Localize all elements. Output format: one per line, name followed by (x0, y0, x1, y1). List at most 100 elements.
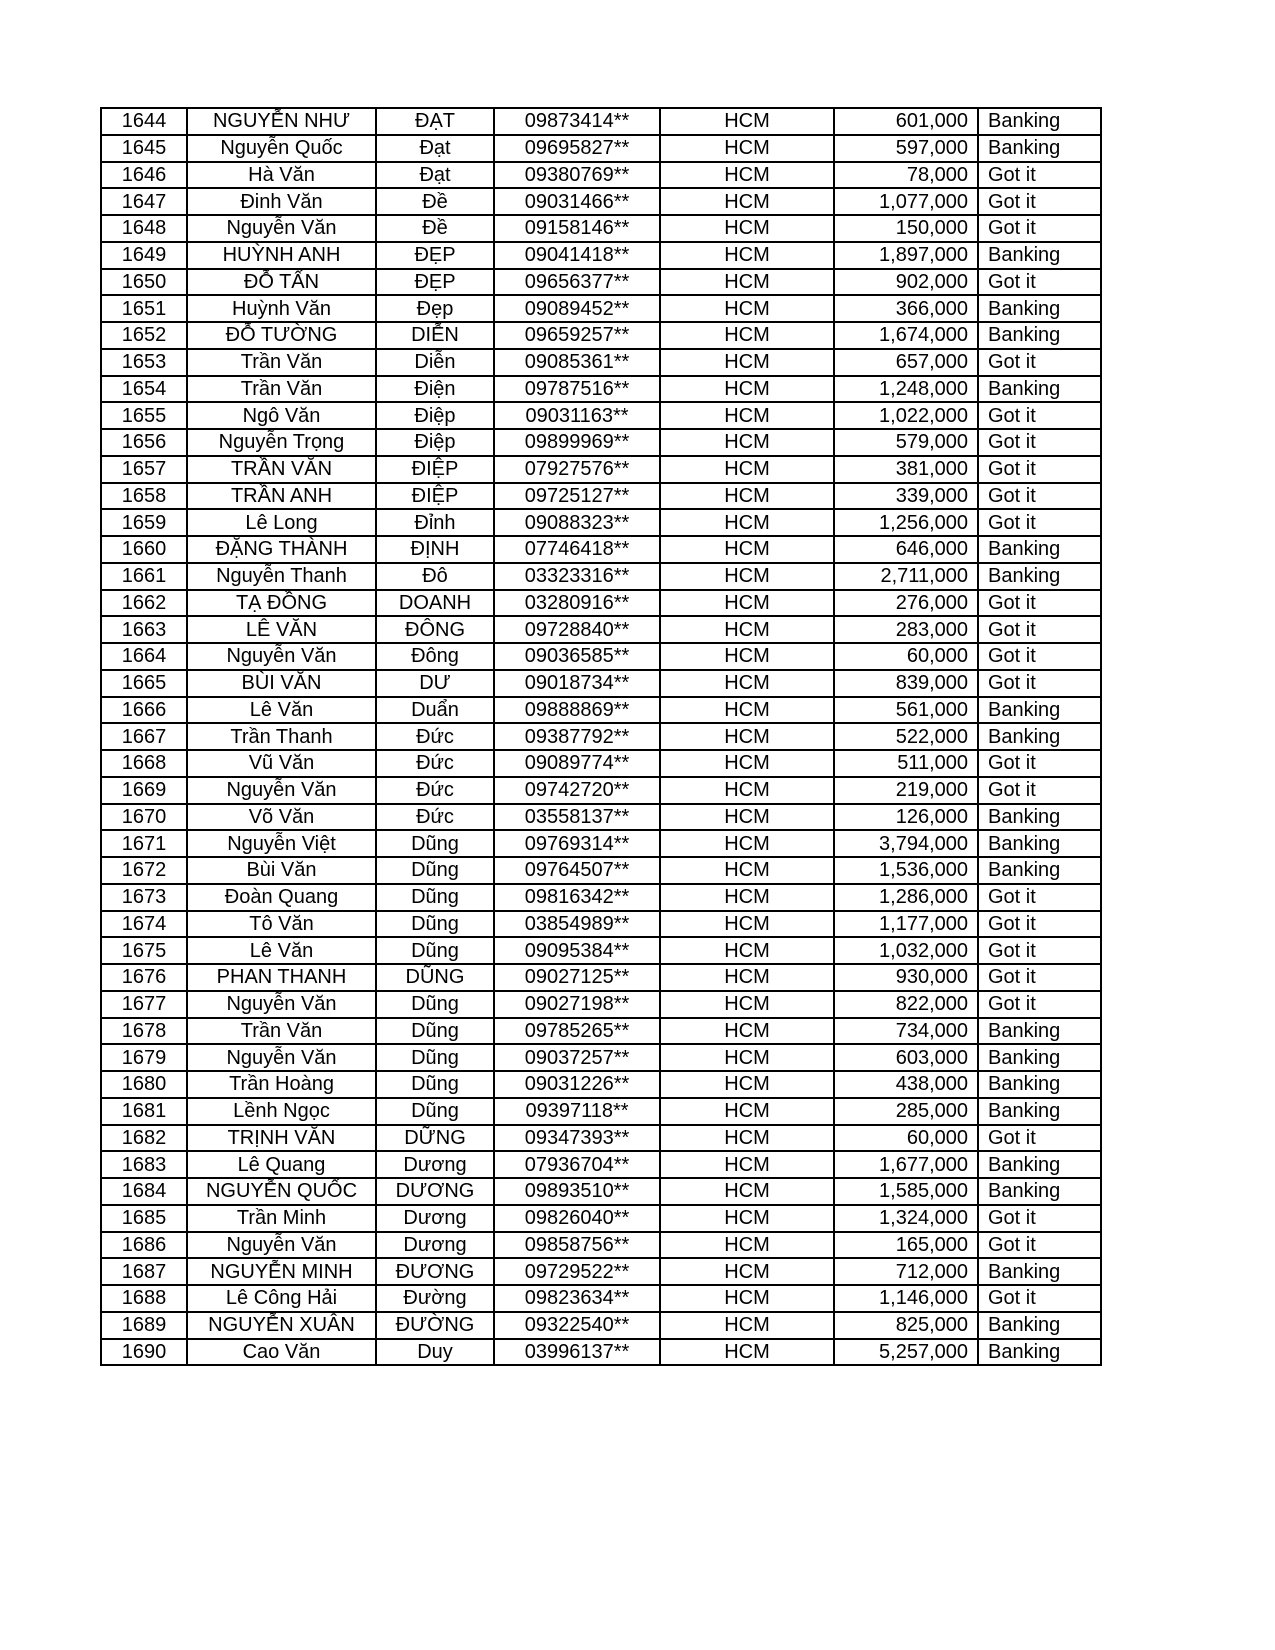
surname-middle-name-cell: Trần Văn (186, 374, 377, 404)
table-row: 1664 Nguyễn Văn Đông 09036585** HCM 60,000 Got… (100, 642, 1102, 671)
region-cell: HCM (659, 615, 835, 644)
table-row: 1687 NGUYỄN MINH ĐƯƠNG 09729522** HCM 712,000… (100, 1257, 1102, 1286)
surname-middle-name-cell: Huỳnh Văn (186, 294, 377, 323)
region-cell: HCM (659, 1016, 835, 1046)
amount-cell: 579,000 (833, 428, 979, 457)
surname-middle-name-cell: Lê Văn (186, 695, 377, 725)
given-name-cell: DŨNG (375, 963, 495, 992)
region-cell: HCM (659, 428, 835, 457)
given-name-cell: ĐỊNH (375, 535, 495, 564)
table-row: 1682 TRỊNH VĂN DỮNG 09347393** HCM 60,000 Got … (100, 1123, 1102, 1153)
region-cell: HCM (659, 749, 835, 778)
table-row: 1657 TRẦN VĂN ĐIỆP 07927576** HCM 381,000 Got … (100, 454, 1102, 484)
surname-middle-name-cell: Nguyễn Văn (186, 214, 377, 243)
row-number-cell: 1649 (100, 240, 188, 270)
amount-cell: 822,000 (833, 989, 979, 1019)
surname-middle-name-cell: TẠ ĐỒNG (186, 588, 377, 618)
payment-method-cell: Got it (977, 749, 1102, 778)
surname-middle-name-cell: Trần Minh (186, 1203, 377, 1233)
amount-cell: 734,000 (833, 1016, 979, 1046)
region-cell: HCM (659, 107, 835, 136)
amount-cell: 1,585,000 (833, 1177, 979, 1206)
payment-method-cell: Got it (977, 668, 1102, 698)
row-number-cell: 1646 (100, 160, 188, 190)
row-number-cell: 1654 (100, 374, 188, 404)
payment-method-cell: Got it (977, 588, 1102, 618)
amount-cell: 825,000 (833, 1310, 979, 1340)
row-number-cell: 1686 (100, 1230, 188, 1260)
given-name-cell: Đỉnh (375, 508, 495, 537)
amount-cell: 603,000 (833, 1043, 979, 1072)
row-number-cell: 1661 (100, 561, 188, 591)
row-number-cell: 1665 (100, 668, 188, 698)
region-cell: HCM (659, 909, 835, 939)
given-name-cell: Dũng (375, 909, 495, 939)
surname-middle-name-cell: Nguyễn Quốc (186, 133, 377, 163)
table-row: 1673 Đoàn Quang Dũng 09816342** HCM 1,286,000… (100, 882, 1102, 912)
given-name-cell: ĐẸP (375, 240, 495, 270)
payment-method-cell: Got it (977, 347, 1102, 377)
region-cell: HCM (659, 642, 835, 671)
row-number-cell: 1663 (100, 615, 188, 644)
surname-middle-name-cell: Trần Văn (186, 347, 377, 377)
given-name-cell: Dương (375, 1203, 495, 1233)
row-number-cell: 1677 (100, 989, 188, 1019)
table-row: 1647 Đinh Văn Đề 09031466** HCM 1,077,000 Got … (100, 187, 1102, 216)
table-row: 1660 ĐẶNG THÀNH ĐỊNH 07746418** HCM 646,000 Ba… (100, 535, 1102, 564)
surname-middle-name-cell: ĐỖ TẤN (186, 267, 377, 297)
payment-method-cell: Banking (977, 1310, 1102, 1340)
table-row: 1644 NGUYỄN NHƯ ĐẠT 09873414** HCM 601,000 Ban… (100, 107, 1102, 136)
phone-number-cell: 07927576** (493, 454, 661, 484)
payment-method-cell: Got it (977, 187, 1102, 216)
phone-number-cell: 09742720** (493, 775, 661, 805)
phone-number-cell: 09873414** (493, 107, 661, 136)
phone-number-cell: 09787516** (493, 374, 661, 404)
table-row: 1678 Trần Văn Dũng 09785265** HCM 734,000 Bank… (100, 1016, 1102, 1046)
given-name-cell: Đức (375, 722, 495, 751)
given-name-cell: Duẩn (375, 695, 495, 725)
row-number-cell: 1679 (100, 1043, 188, 1072)
surname-middle-name-cell: TRẦN ANH (186, 481, 377, 511)
row-number-cell: 1666 (100, 695, 188, 725)
surname-middle-name-cell: Lê Văn (186, 936, 377, 965)
row-number-cell: 1669 (100, 775, 188, 805)
phone-number-cell: 09031466** (493, 187, 661, 216)
amount-cell: 511,000 (833, 749, 979, 778)
region-cell: HCM (659, 856, 835, 885)
table-row: 1651 Huỳnh Văn Đẹp 09089452** HCM 366,000 Bank… (100, 294, 1102, 323)
payment-method-cell: Banking (977, 133, 1102, 163)
table-row: 1681 Lềnh Ngọc Dũng 09397118** HCM 285,000 Ban… (100, 1096, 1102, 1126)
payment-method-cell: Banking (977, 321, 1102, 350)
table-row: 1653 Trần Văn Diễn 09085361** HCM 657,000 Got … (100, 347, 1102, 377)
surname-middle-name-cell: Hà Văn (186, 160, 377, 190)
surname-middle-name-cell: Nguyễn Trọng (186, 428, 377, 457)
surname-middle-name-cell: Vũ Văn (186, 749, 377, 778)
given-name-cell: Diễn (375, 347, 495, 377)
region-cell: HCM (659, 214, 835, 243)
row-number-cell: 1687 (100, 1257, 188, 1286)
phone-number-cell: 09816342** (493, 882, 661, 912)
amount-cell: 1,897,000 (833, 240, 979, 270)
row-number-cell: 1668 (100, 749, 188, 778)
row-number-cell: 1674 (100, 909, 188, 939)
table-row: 1646 Hà Văn Đạt 09380769** HCM 78,000 Got it (100, 160, 1102, 190)
region-cell: HCM (659, 722, 835, 751)
payment-method-cell: Banking (977, 1150, 1102, 1179)
region-cell: HCM (659, 535, 835, 564)
surname-middle-name-cell: ĐỖ TƯỜNG (186, 321, 377, 350)
table-row: 1645 Nguyễn Quốc Đạt 09695827** HCM 597,000 Ba… (100, 133, 1102, 163)
given-name-cell: Đạt (375, 133, 495, 163)
row-number-cell: 1657 (100, 454, 188, 484)
amount-cell: 165,000 (833, 1230, 979, 1260)
payment-method-cell: Banking (977, 722, 1102, 751)
payment-method-cell: Got it (977, 936, 1102, 965)
amount-cell: 381,000 (833, 454, 979, 484)
given-name-cell: Dũng (375, 1043, 495, 1072)
payment-method-cell: Banking (977, 561, 1102, 591)
given-name-cell: DỮNG (375, 1123, 495, 1153)
amount-cell: 78,000 (833, 160, 979, 190)
phone-number-cell: 09823634** (493, 1284, 661, 1313)
payment-method-cell: Banking (977, 294, 1102, 323)
amount-cell: 657,000 (833, 347, 979, 377)
table-row: 1656 Nguyễn Trọng Điệp 09899969** HCM 579,000… (100, 428, 1102, 457)
